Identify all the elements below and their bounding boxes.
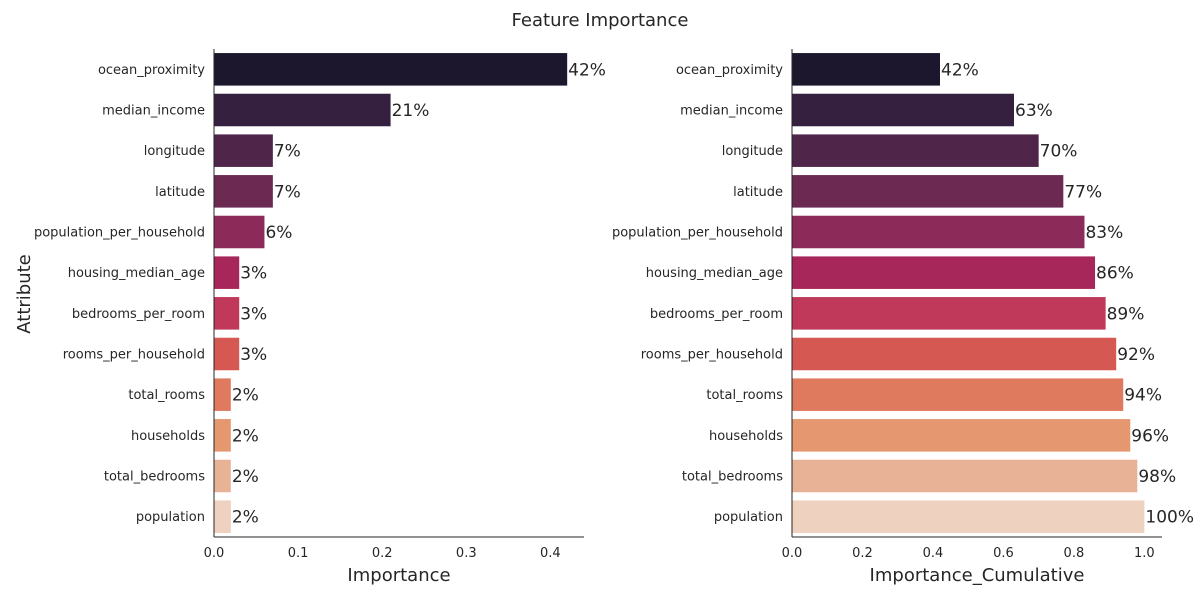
right-data-label: 89% bbox=[1107, 304, 1145, 324]
left-data-label: 7% bbox=[274, 182, 301, 202]
left-x-tick-label: 0.3 bbox=[456, 546, 477, 561]
left-category-label: households bbox=[131, 429, 205, 444]
right-bar-ocean_proximity bbox=[792, 53, 940, 86]
right-data-label: 92% bbox=[1117, 345, 1155, 365]
right-x-tick-label: 0.6 bbox=[993, 546, 1014, 561]
left-x-tick-label: 0.1 bbox=[288, 546, 309, 561]
left-data-label: 2% bbox=[232, 508, 259, 528]
left-bar-population bbox=[214, 500, 231, 533]
right-category-label: bedrooms_per_room bbox=[650, 307, 783, 322]
right-x-tick-label: 1.0 bbox=[1134, 546, 1155, 561]
right-data-label: 86% bbox=[1096, 264, 1134, 284]
left-category-label: housing_median_age bbox=[68, 266, 205, 281]
right-bar-total_bedrooms bbox=[792, 459, 1138, 493]
left-category-label: population bbox=[136, 510, 205, 525]
right-category-label: population_per_household bbox=[612, 226, 783, 241]
left-category-label: ocean_proximity bbox=[98, 63, 205, 78]
right-x-tick-label: 0.2 bbox=[852, 546, 873, 561]
right-x-axis-title: Importance_Cumulative bbox=[870, 565, 1085, 586]
right-data-label: 98% bbox=[1138, 467, 1176, 487]
left-bar-housing_median_age bbox=[214, 256, 240, 289]
left-data-label: 6% bbox=[265, 223, 292, 243]
left-bar-households bbox=[214, 419, 231, 452]
right-category-label: housing_median_age bbox=[646, 266, 783, 281]
left-category-label: rooms_per_household bbox=[63, 348, 205, 363]
left-category-label: latitude bbox=[155, 185, 205, 200]
right-bar-housing_median_age bbox=[792, 256, 1096, 289]
left-data-label: 42% bbox=[568, 60, 606, 80]
right-data-label: 63% bbox=[1015, 101, 1053, 121]
left-bar-rooms_per_household bbox=[214, 337, 240, 371]
right-bar-median_income bbox=[792, 93, 1014, 127]
y-axis-title: Attribute bbox=[14, 254, 35, 333]
left-x-tick-label: 0.4 bbox=[540, 546, 561, 561]
left-category-label: total_bedrooms bbox=[104, 470, 205, 485]
left-x-tick-label: 0.2 bbox=[372, 546, 393, 561]
left-data-label: 7% bbox=[274, 142, 301, 162]
right-data-label: 100% bbox=[1145, 508, 1194, 528]
left-bar-population_per_household bbox=[214, 215, 265, 249]
left-data-label: 21% bbox=[392, 101, 430, 121]
left-category-label: bedrooms_per_room bbox=[72, 307, 205, 322]
left-data-label: 2% bbox=[232, 467, 259, 487]
plot-area: ocean_proximity 42% median_income 21% longit… bbox=[34, 49, 1194, 561]
right-x-tick-label: 0.0 bbox=[782, 546, 803, 561]
left-data-label: 2% bbox=[232, 386, 259, 406]
left-data-label: 3% bbox=[240, 304, 267, 324]
right-data-label: 83% bbox=[1085, 223, 1123, 243]
left-data-label: 3% bbox=[240, 345, 267, 365]
right-data-label: 96% bbox=[1131, 426, 1169, 446]
right-category-label: median_income bbox=[680, 104, 783, 119]
left-bar-median_income bbox=[214, 93, 391, 127]
right-bar-longitude bbox=[792, 134, 1039, 167]
right-data-label: 42% bbox=[941, 60, 979, 80]
right-bar-households bbox=[792, 419, 1131, 452]
left-bar-total_rooms bbox=[214, 378, 231, 411]
right-category-label: households bbox=[709, 429, 783, 444]
right-bar-rooms_per_household bbox=[792, 337, 1117, 371]
left-bar-total_bedrooms bbox=[214, 459, 231, 493]
left-category-label: median_income bbox=[102, 104, 205, 119]
right-data-label: 77% bbox=[1064, 182, 1102, 202]
right-category-label: latitude bbox=[733, 185, 783, 200]
right-bar-total_rooms bbox=[792, 378, 1124, 411]
left-bar-latitude bbox=[214, 175, 273, 208]
right-category-label: total_bedrooms bbox=[682, 470, 783, 485]
left-bar-bedrooms_per_room bbox=[214, 297, 240, 330]
right-category-label: longitude bbox=[722, 144, 783, 159]
right-x-tick-label: 0.4 bbox=[923, 546, 944, 561]
right-bar-bedrooms_per_room bbox=[792, 297, 1106, 330]
chart-title: Feature Importance bbox=[512, 10, 689, 31]
right-category-label: ocean_proximity bbox=[676, 63, 783, 78]
left-data-label: 2% bbox=[232, 426, 259, 446]
right-bar-latitude bbox=[792, 175, 1064, 208]
right-data-label: 94% bbox=[1124, 386, 1162, 406]
right-bar-population_per_household bbox=[792, 215, 1085, 249]
left-category-label: longitude bbox=[144, 144, 205, 159]
right-bar-population bbox=[792, 500, 1145, 533]
left-bar-ocean_proximity bbox=[214, 53, 568, 86]
right-category-label: population bbox=[714, 510, 783, 525]
left-category-label: population_per_household bbox=[34, 226, 205, 241]
right-data-label: 70% bbox=[1040, 142, 1078, 162]
left-x-tick-label: 0.0 bbox=[204, 546, 225, 561]
left-category-label: total_rooms bbox=[128, 388, 205, 403]
right-category-label: total_rooms bbox=[706, 388, 783, 403]
right-category-label: rooms_per_household bbox=[641, 348, 783, 363]
left-data-label: 3% bbox=[240, 264, 267, 284]
left-bar-longitude bbox=[214, 134, 273, 167]
left-x-axis-title: Importance bbox=[347, 565, 450, 586]
right-x-tick-label: 0.8 bbox=[1064, 546, 1085, 561]
